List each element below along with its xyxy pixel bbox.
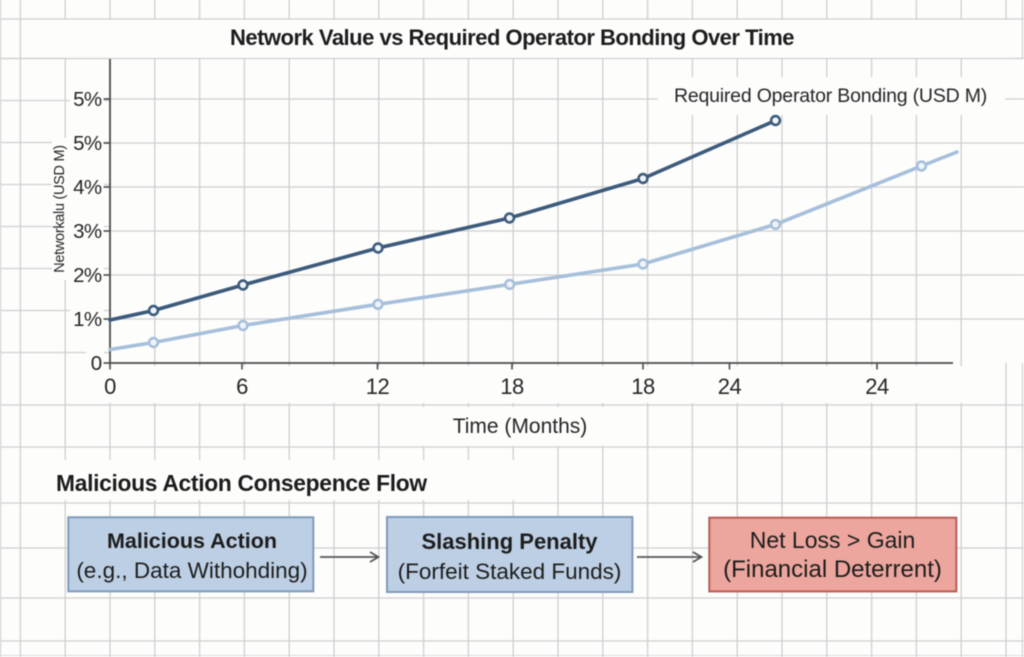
svg-text:Network Value vs Required Oper: Network Value vs Required Operator Bondi…: [230, 25, 794, 50]
svg-text:18: 18: [631, 374, 655, 399]
svg-text:5%: 5%: [73, 88, 102, 111]
svg-text:Malicious Action: Malicious Action: [107, 529, 277, 553]
svg-text:0: 0: [104, 374, 116, 399]
svg-text:24: 24: [865, 374, 889, 399]
svg-text:Net Loss > Gain: Net Loss > Gain: [750, 527, 916, 553]
svg-text:Malicious Action Consepence Fl: Malicious Action Consepence Flow: [56, 470, 427, 496]
svg-text:3%: 3%: [73, 220, 102, 243]
svg-text:1%: 1%: [73, 308, 102, 331]
svg-text:2%: 2%: [73, 264, 102, 287]
svg-text:6: 6: [236, 374, 248, 399]
svg-text:Networkalu (USD M): Networkalu (USD M): [52, 145, 68, 273]
svg-text:12: 12: [366, 374, 390, 399]
svg-text:(Forfeit Staked Funds): (Forfeit Staked Funds): [398, 559, 622, 584]
svg-text:Slashing Penalty: Slashing Penalty: [421, 529, 598, 554]
svg-text:18: 18: [500, 374, 524, 399]
svg-text:Required Operator Bonding (USD: Required Operator Bonding (USD M): [674, 85, 987, 107]
svg-text:5%: 5%: [73, 132, 102, 155]
svg-text:Time (Months): Time (Months): [453, 415, 588, 438]
svg-text:4%: 4%: [73, 176, 102, 199]
svg-text:24: 24: [718, 374, 742, 399]
svg-text:(e.g., Data Withohding): (e.g., Data Withohding): [76, 558, 307, 583]
svg-text:(Financial Deterrent): (Financial Deterrent): [723, 556, 942, 583]
svg-text:0: 0: [91, 352, 102, 375]
